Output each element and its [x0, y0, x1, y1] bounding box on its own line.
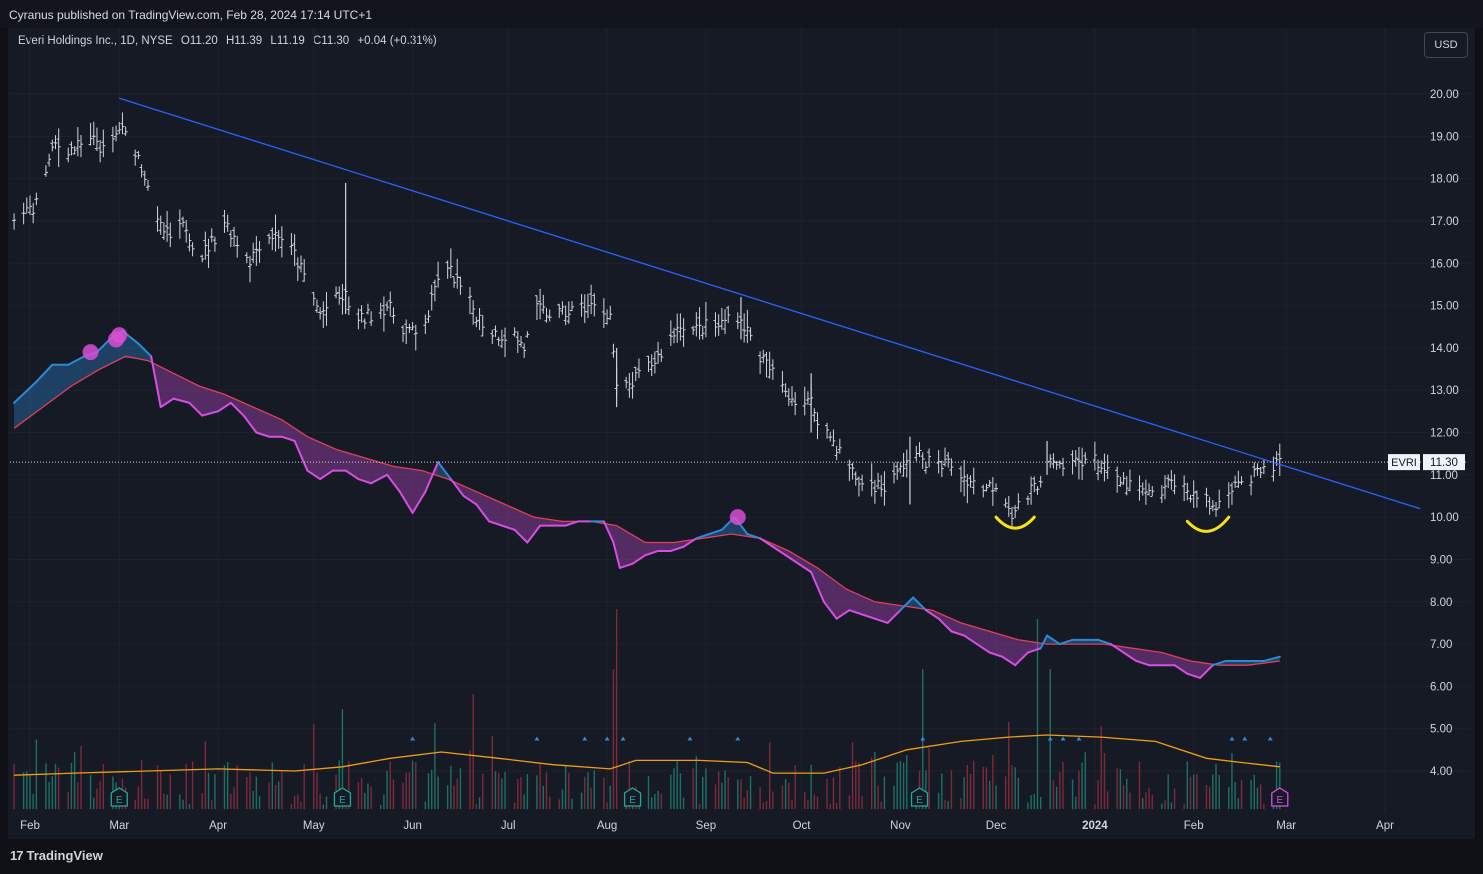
brand-name: TradingView: [26, 848, 103, 863]
high-label: H: [225, 35, 235, 47]
low-label: L: [270, 35, 277, 47]
publish-bar: Cyranus published on TradingView.com, Fe…: [0, 0, 1483, 28]
open-label: O: [180, 35, 190, 47]
tradingview-logo[interactable]: 17 TradingView: [10, 848, 103, 863]
footer: [0, 840, 1483, 874]
close-label: C: [312, 35, 322, 47]
high-value: 11.39: [234, 35, 263, 47]
change-value: +0.04 (+0.31%): [357, 35, 437, 47]
tradingview-icon: 17: [10, 848, 24, 863]
symbol-name[interactable]: Everi Holdings Inc., 1D, NYSE: [18, 35, 173, 47]
currency-button[interactable]: USD: [1424, 32, 1468, 58]
close-value: 11.30: [321, 35, 350, 47]
low-value: 11.19: [276, 35, 305, 47]
open-value: 11.20: [189, 35, 218, 47]
chart-panel[interactable]: [8, 28, 1475, 839]
publish-text: Cyranus published on TradingView.com, Fe…: [9, 8, 372, 22]
symbol-legend: Everi Holdings Inc., 1D, NYSE O11.20 H11…: [18, 35, 437, 47]
